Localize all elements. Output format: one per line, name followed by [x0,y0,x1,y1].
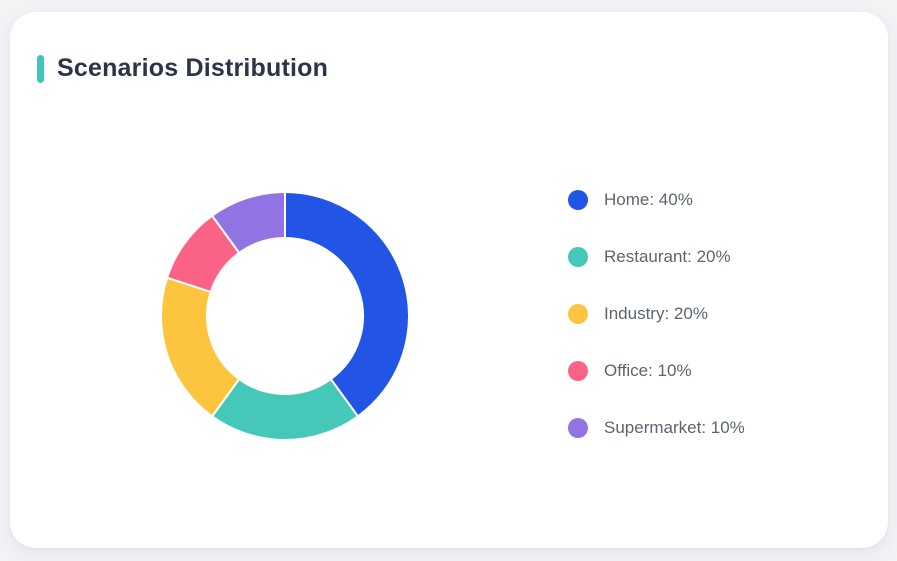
donut-slice-restaurant[interactable] [211,378,359,441]
donut-chart [160,191,410,441]
legend-item-restaurant[interactable]: Restaurant: 20% [568,245,745,269]
legend-dot-icon [568,304,588,324]
page-title: Scenarios Distribution [57,54,329,82]
legend-dot-icon [568,247,588,267]
legend-label: Home: 40% [604,190,693,209]
legend-label: Office: 10% [604,361,692,380]
donut-slice-home[interactable] [284,191,410,418]
legend-dot-icon [568,361,588,381]
legend-item-industry[interactable]: Industry: 20% [568,302,745,326]
title-accent-bar [37,54,44,83]
donut-slice-supermarket[interactable] [211,191,286,254]
legend-item-home[interactable]: Home: 40% [568,188,745,212]
legend-dot-icon [568,418,588,438]
card-header: Scenarios Distribution [37,54,328,83]
legend-label: Restaurant: 20% [604,247,731,266]
legend-dot-icon [568,190,588,210]
scenarios-distribution-card: Scenarios Distribution Home: 40% Restaura… [10,12,888,548]
donut-slice-industry[interactable] [160,276,241,418]
legend-label: Industry: 20% [604,304,708,323]
chart-legend: Home: 40% Restaurant: 20% Industry: 20% Off… [568,188,745,473]
legend-label: Supermarket: 10% [604,418,745,437]
legend-item-supermarket[interactable]: Supermarket: 10% [568,416,745,440]
legend-item-office[interactable]: Office: 10% [568,359,745,383]
